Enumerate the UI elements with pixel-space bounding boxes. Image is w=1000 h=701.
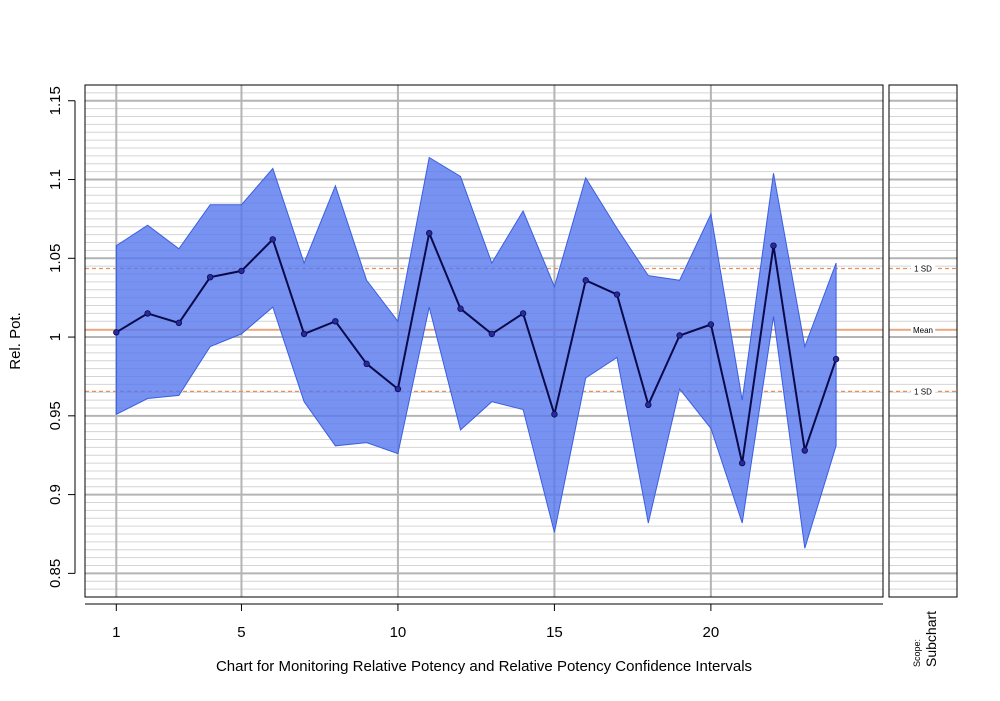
data-point [394, 385, 402, 393]
subchart-scope-label: Scope: [912, 639, 922, 667]
data-point [519, 310, 527, 317]
y-tick-label: 0.9 [47, 484, 64, 505]
data-point [582, 277, 589, 284]
data-point [300, 330, 308, 338]
data-point [551, 411, 558, 418]
data-point [332, 318, 339, 325]
data-point [645, 401, 652, 409]
data-point [144, 310, 151, 317]
confidence-band [115, 156, 837, 549]
x-tick-label: 1 [112, 624, 120, 641]
data-point [175, 319, 183, 327]
data-point [707, 321, 715, 328]
x-tick-label: 10 [390, 624, 407, 641]
x-tick-label: 5 [237, 624, 245, 641]
data-point [613, 291, 621, 298]
y-tick-label: 0.95 [47, 401, 64, 430]
y-tick-label: 1.1 [47, 169, 64, 190]
confidence-band-layer [115, 156, 837, 549]
data-point [426, 229, 433, 237]
data-point [457, 305, 464, 312]
reference-label-background [910, 324, 936, 335]
x-axis-title: Chart for Monitoring Relative Potency an… [216, 658, 752, 675]
data-point [113, 329, 120, 336]
x-tick-label: 20 [703, 624, 720, 641]
reference-label-background [910, 386, 936, 397]
reference-label-background [910, 263, 936, 274]
main-panel-frame [84, 84, 884, 598]
data-point [770, 242, 777, 249]
relative-potency-line [115, 229, 838, 464]
y-tick-label: 1.05 [47, 244, 64, 273]
y-tick-label: 1.15 [47, 86, 64, 115]
data-point [801, 447, 808, 454]
subchart-panel-frame [888, 84, 958, 598]
data-point [832, 355, 840, 363]
subchart-name-label: Subchart [923, 611, 939, 667]
data-point [738, 459, 746, 467]
data-point [206, 273, 214, 281]
series-layer [113, 229, 840, 467]
y-tick-label: 0.85 [47, 559, 64, 588]
data-point [676, 332, 683, 339]
x-tick-label: 15 [546, 624, 563, 641]
data-point [238, 267, 245, 275]
reference-line-label: Mean [913, 326, 933, 335]
data-point [363, 360, 370, 368]
reference-line-label: 1 SD [914, 265, 932, 274]
y-axis-title: Rel. Pot. [7, 312, 24, 370]
y-tick-label: 1 [47, 333, 64, 341]
ref-labels: Mean 1 SD 1 SD [910, 263, 936, 397]
reference-line-label: 1 SD [914, 387, 932, 396]
data-point [488, 330, 496, 338]
data-point [269, 236, 276, 243]
